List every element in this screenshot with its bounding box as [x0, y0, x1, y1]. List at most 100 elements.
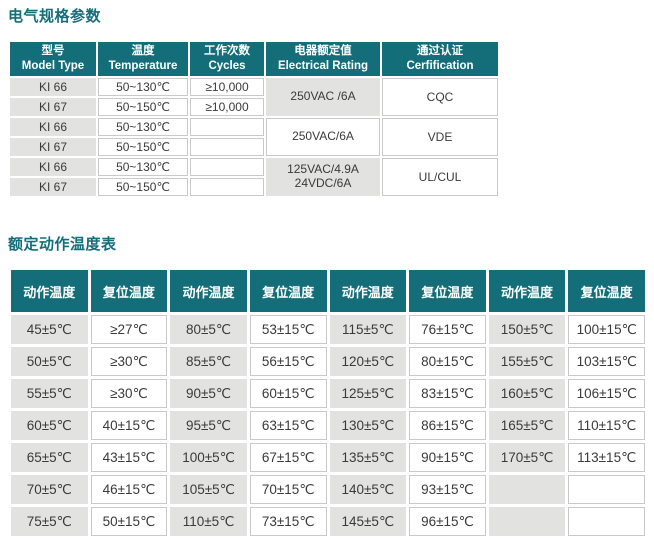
cell-action-temperature: 80±5℃ — [170, 315, 247, 344]
spec-table-body: KI 66 50~130℃ ≥10,000 250VAC /6A CQC KI 67 50~… — [10, 78, 498, 196]
cell-reset-temperature: 103±15℃ — [568, 347, 645, 376]
cell-model: KI 67 — [10, 98, 96, 116]
cell-reset-temperature — [568, 507, 645, 536]
cell-cycles — [190, 178, 264, 196]
cell-action-temperature: 60±5℃ — [11, 411, 88, 440]
cell-action-temperature — [488, 475, 566, 504]
cell-model: KI 66 — [10, 78, 96, 96]
cell-reset-temperature — [568, 475, 645, 504]
cell-cycles — [190, 118, 264, 136]
cell-action-temperature: 110±5℃ — [170, 507, 247, 536]
column-header: 复位温度 — [409, 270, 486, 312]
cell-reset-temperature: 110±15℃ — [568, 411, 645, 440]
table-row: 70±5℃ 46±15℃ 105±5℃ 70±15℃ 140±5℃ 93±15℃ — [11, 475, 645, 504]
cell-model: KI 66 — [10, 158, 96, 176]
cell-action-temperature: 140±5℃ — [329, 475, 407, 504]
cell-electrical-rating: 250VAC /6A — [266, 78, 380, 116]
cell-action-temperature: 130±5℃ — [329, 411, 407, 440]
cell-reset-temperature: 73±15℃ — [249, 507, 327, 536]
column-header: 动作温度 — [11, 270, 88, 312]
cell-electrical-rating: 125VAC/4.9A 24VDC/6A — [266, 158, 380, 196]
cell-action-temperature: 70±5℃ — [11, 475, 88, 504]
cell-reset-temperature: 70±15℃ — [249, 475, 327, 504]
cell-reset-temperature: ≥30℃ — [90, 347, 168, 376]
cell-reset-temperature: 43±15℃ — [90, 443, 168, 472]
cell-action-temperature: 135±5℃ — [329, 443, 407, 472]
cell-reset-temperature: ≥27℃ — [90, 315, 168, 344]
cell-reset-temperature: 90±15℃ — [409, 443, 486, 472]
table-row: 60±5℃ 40±15℃ 95±5℃ 63±15℃ 130±5℃ 86±15℃ 165±5℃… — [11, 411, 645, 440]
cell-cycles — [190, 138, 264, 156]
cell-electrical-rating: 250VAC/6A — [266, 118, 380, 156]
cell-certification: CQC — [382, 78, 498, 116]
cell-action-temperature: 45±5℃ — [11, 315, 88, 344]
temp-section-title: 额定动作温度表 — [8, 236, 117, 253]
cell-reset-temperature: 86±15℃ — [409, 411, 486, 440]
cell-reset-temperature: 80±15℃ — [409, 347, 486, 376]
table-row: 65±5℃ 43±15℃ 100±5℃ 67±15℃ 135±5℃ 90±15℃ 170±5… — [11, 443, 645, 472]
cell-action-temperature: 100±5℃ — [170, 443, 247, 472]
cell-reset-temperature: 56±15℃ — [249, 347, 327, 376]
column-header: 工作次数 Cycles — [190, 42, 264, 76]
temp-table-header-row: 动作温度 复位温度 动作温度 复位温度 动作温度 复位温度 动作温度 复位温度 — [11, 270, 645, 312]
cell-reset-temperature: 53±15℃ — [249, 315, 327, 344]
table-row: KI 66 50~130℃ 125VAC/4.9A 24VDC/6A UL/CUL — [10, 158, 498, 196]
cell-reset-temperature: 93±15℃ — [409, 475, 486, 504]
table-row: 50±5℃ ≥30℃ 85±5℃ 56±15℃ 120±5℃ 80±15℃ 155±5℃ 10… — [11, 347, 645, 376]
column-header: 动作温度 — [488, 270, 566, 312]
cell-reset-temperature: 83±15℃ — [409, 379, 486, 408]
column-header: 动作温度 — [329, 270, 407, 312]
cell-action-temperature: 120±5℃ — [329, 347, 407, 376]
table-row: 75±5℃ 50±15℃ 110±5℃ 73±15℃ 145±5℃ 96±15℃ — [11, 507, 645, 536]
cell-reset-temperature: 113±15℃ — [568, 443, 645, 472]
electrical-spec-table: 型号 Model Type 温度 Temperature 工作次数 Cycles 电器额定值… — [8, 40, 500, 198]
cell-action-temperature: 125±5℃ — [329, 379, 407, 408]
cell-cycles — [190, 158, 264, 176]
cell-action-temperature: 150±5℃ — [488, 315, 566, 344]
column-header: 复位温度 — [90, 270, 168, 312]
column-header: 温度 Temperature — [98, 42, 188, 76]
cell-action-temperature: 115±5℃ — [329, 315, 407, 344]
column-header: 型号 Model Type — [10, 42, 96, 76]
table-row: KI 67 50~150℃ — [10, 178, 498, 196]
cell-temperature: 50~150℃ — [98, 98, 188, 116]
cell-model: KI 67 — [10, 138, 96, 156]
table-row: KI 67 50~150℃ ≥10,000 — [10, 98, 498, 116]
cell-temperature: 50~150℃ — [98, 138, 188, 156]
cell-action-temperature: 105±5℃ — [170, 475, 247, 504]
cell-action-temperature: 165±5℃ — [488, 411, 566, 440]
cell-reset-temperature: ≥30℃ — [90, 379, 168, 408]
cell-action-temperature: 155±5℃ — [488, 347, 566, 376]
cell-certification: UL/CUL — [382, 158, 498, 196]
cell-action-temperature: 85±5℃ — [170, 347, 247, 376]
cell-temperature: 50~130℃ — [98, 118, 188, 136]
cell-action-temperature: 170±5℃ — [488, 443, 566, 472]
cell-action-temperature: 90±5℃ — [170, 379, 247, 408]
table-row: KI 66 50~130℃ ≥10,000 250VAC /6A CQC — [10, 78, 498, 116]
cell-action-temperature: 55±5℃ — [11, 379, 88, 408]
table-row: 45±5℃ ≥27℃ 80±5℃ 53±15℃ 115±5℃ 76±15℃ 150±5℃ 10… — [11, 315, 645, 344]
section-spacer — [8, 198, 646, 236]
cell-model: KI 67 — [10, 178, 96, 196]
temp-table-body: 45±5℃ ≥27℃ 80±5℃ 53±15℃ 115±5℃ 76±15℃ 150±5℃ 10… — [11, 315, 645, 536]
column-header: 通过认证 Cerfification — [382, 42, 498, 76]
rated-action-temperature-table: 动作温度 复位温度 动作温度 复位温度 动作温度 复位温度 动作温度 复位温度 45±5℃ ≥2… — [8, 267, 648, 539]
cell-cycles: ≥10,000 — [190, 78, 264, 96]
spec-table-header-row: 型号 Model Type 温度 Temperature 工作次数 Cycles 电器额定值… — [10, 42, 498, 76]
cell-action-temperature: 160±5℃ — [488, 379, 566, 408]
table-row: KI 66 50~130℃ 250VAC/6A VDE — [10, 118, 498, 156]
column-header: 复位温度 — [249, 270, 327, 312]
column-header: 复位温度 — [568, 270, 645, 312]
cell-reset-temperature: 100±15℃ — [568, 315, 645, 344]
cell-temperature: 50~150℃ — [98, 178, 188, 196]
cell-reset-temperature: 96±15℃ — [409, 507, 486, 536]
spec-section-title: 电气规格参数 — [8, 8, 102, 25]
cell-certification: VDE — [382, 118, 498, 156]
cell-reset-temperature: 46±15℃ — [90, 475, 168, 504]
cell-reset-temperature: 50±15℃ — [90, 507, 168, 536]
cell-action-temperature: 95±5℃ — [170, 411, 247, 440]
cell-reset-temperature: 76±15℃ — [409, 315, 486, 344]
cell-reset-temperature: 40±15℃ — [90, 411, 168, 440]
cell-model: KI 66 — [10, 118, 96, 136]
